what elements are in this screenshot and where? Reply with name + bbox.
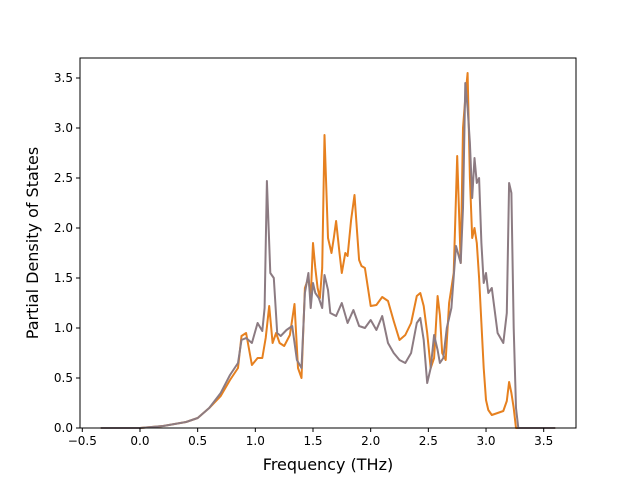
y-tick-label: 3.5: [54, 71, 73, 85]
series-line-1: [100, 72, 556, 429]
x-axis-ticks: −0.5 0.0 0.5 1.0 1.5 2.0 2.5 3.0 3.5: [68, 428, 553, 448]
x-tick-label: 0.5: [188, 434, 207, 448]
y-axis-ticks: 0.0 0.5 1.0 1.5 2.0 2.5 3.0 3.5: [54, 71, 80, 435]
plot-frame: [79, 57, 577, 429]
x-tick-label: 2.5: [419, 434, 438, 448]
series-layer: [100, 72, 556, 429]
y-axis-label: Partial Density of States: [23, 147, 42, 339]
x-tick-label: 3.0: [476, 434, 495, 448]
x-axis-label: Frequency (THz): [263, 455, 393, 474]
y-tick-label: 2.5: [54, 171, 73, 185]
x-tick-label: 0.0: [130, 434, 149, 448]
x-tick-label: 3.5: [534, 434, 553, 448]
y-tick-label: 0.0: [54, 421, 73, 435]
y-tick-label: 3.0: [54, 121, 73, 135]
y-tick-label: 1.0: [54, 321, 73, 335]
y-tick-label: 2.0: [54, 221, 73, 235]
x-tick-label: −0.5: [68, 434, 97, 448]
y-tick-label: 0.5: [54, 371, 73, 385]
y-tick-label: 1.5: [54, 271, 73, 285]
x-tick-label: 1.0: [246, 434, 265, 448]
x-tick-label: 1.5: [303, 434, 322, 448]
series-line-2: [100, 82, 556, 429]
x-tick-label: 2.0: [361, 434, 380, 448]
